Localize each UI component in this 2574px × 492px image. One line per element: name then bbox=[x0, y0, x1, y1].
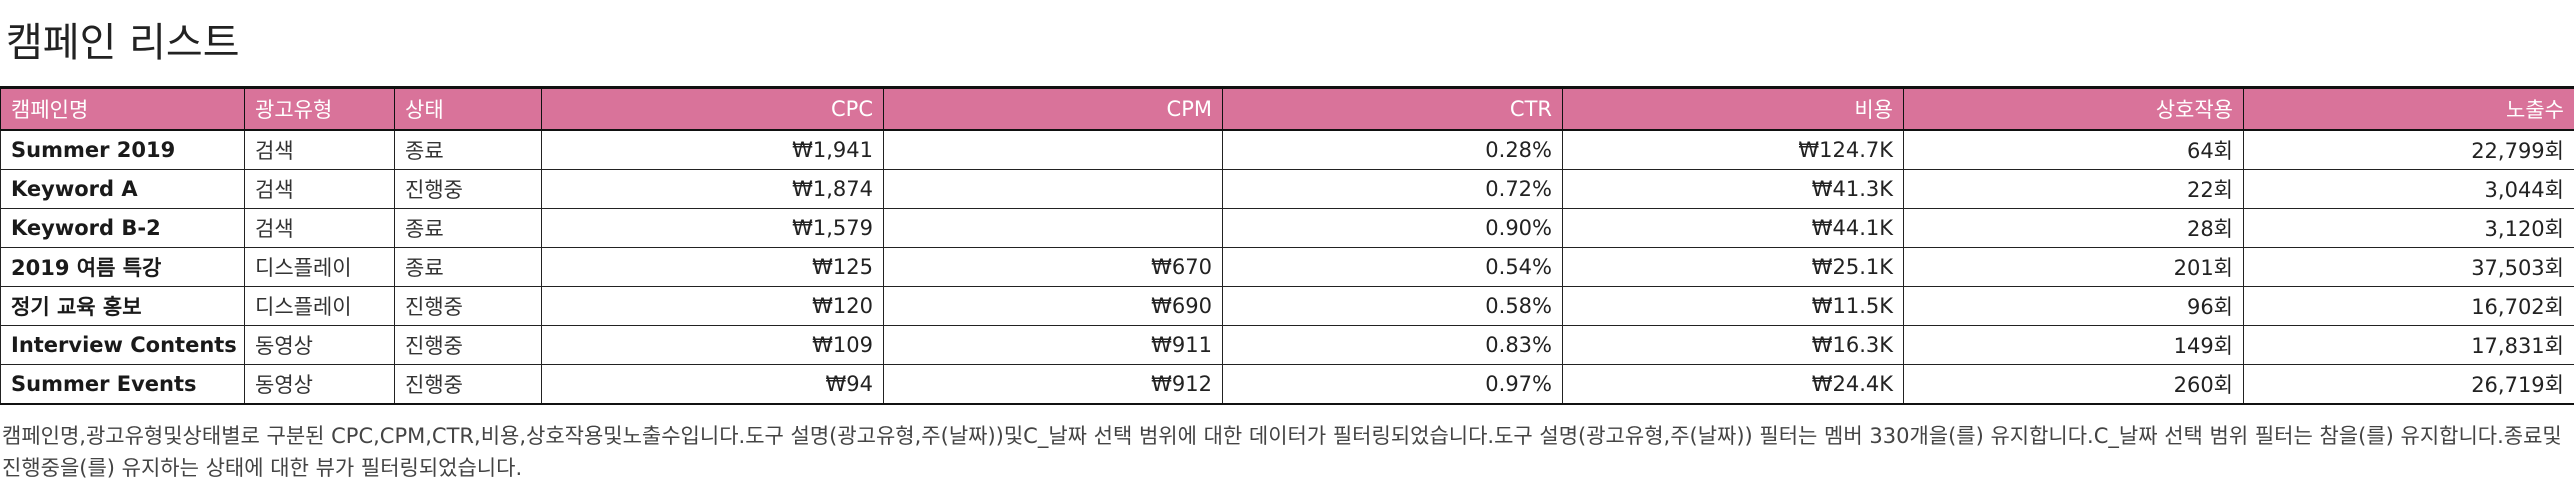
cell-ad-type: 동영상 bbox=[244, 325, 395, 365]
cell-cpm: ₩911 bbox=[883, 325, 1223, 365]
cell-campaign-name: 2019 여름 특강 bbox=[0, 247, 245, 287]
table-row[interactable]: 정기 교육 홍보 디스플레이 진행중 ₩120 ₩690 0.58% ₩11.5… bbox=[0, 286, 2574, 326]
campaign-table: 캠페인명 광고유형 상태 CPC CPM CTR 비용 상호작용 노출수 Sum… bbox=[0, 86, 2574, 405]
cell-status: 진행중 bbox=[394, 286, 542, 326]
cell-cost: ₩24.4K bbox=[1562, 364, 1904, 405]
col-header-cost[interactable]: 비용 bbox=[1562, 86, 1904, 131]
cell-cost: ₩44.1K bbox=[1562, 208, 1904, 248]
cell-ad-type: 디스플레이 bbox=[244, 247, 395, 287]
col-header-impressions[interactable]: 노출수 bbox=[2243, 86, 2574, 131]
table-header-row: 캠페인명 광고유형 상태 CPC CPM CTR 비용 상호작용 노출수 bbox=[0, 86, 2574, 131]
cell-interactions: 201회 bbox=[1903, 247, 2244, 287]
cell-status: 종료 bbox=[394, 208, 542, 248]
cell-ctr: 0.83% bbox=[1222, 325, 1563, 365]
cell-impressions: 37,503회 bbox=[2243, 247, 2574, 287]
table-row[interactable]: Keyword A 검색 진행중 ₩1,874 0.72% ₩41.3K 22회… bbox=[0, 169, 2574, 209]
cell-ctr: 0.58% bbox=[1222, 286, 1563, 326]
cell-campaign-name: Summer 2019 bbox=[0, 130, 245, 170]
cell-cost: ₩25.1K bbox=[1562, 247, 1904, 287]
cell-interactions: 149회 bbox=[1903, 325, 2244, 365]
table-caption: 캠페인명,광고유형및상태별로 구분된 CPC,CPM,CTR,비용,상호작용및노… bbox=[2, 424, 2562, 480]
cell-impressions: 3,044회 bbox=[2243, 169, 2574, 209]
cell-cpc: ₩1,874 bbox=[541, 169, 884, 209]
cell-cpm: ₩670 bbox=[883, 247, 1223, 287]
col-header-cpm[interactable]: CPM bbox=[883, 86, 1223, 131]
cell-cpm bbox=[883, 169, 1223, 209]
cell-impressions: 16,702회 bbox=[2243, 286, 2574, 326]
col-header-campaign-name[interactable]: 캠페인명 bbox=[0, 86, 245, 131]
cell-interactions: 28회 bbox=[1903, 208, 2244, 248]
cell-cost: ₩16.3K bbox=[1562, 325, 1904, 365]
cell-cpc: ₩125 bbox=[541, 247, 884, 287]
cell-cpc: ₩94 bbox=[541, 364, 884, 405]
cell-interactions: 22회 bbox=[1903, 169, 2244, 209]
cell-campaign-name: Interview Contents bbox=[0, 325, 245, 365]
cell-ad-type: 디스플레이 bbox=[244, 286, 395, 326]
col-header-ctr[interactable]: CTR bbox=[1222, 86, 1563, 131]
cell-ad-type: 검색 bbox=[244, 130, 395, 170]
cell-cpc: ₩1,579 bbox=[541, 208, 884, 248]
table-row[interactable]: 2019 여름 특강 디스플레이 종료 ₩125 ₩670 0.54% ₩25.… bbox=[0, 247, 2574, 287]
cell-ctr: 0.54% bbox=[1222, 247, 1563, 287]
table-row[interactable]: Summer 2019 검색 종료 ₩1,941 0.28% ₩124.7K 6… bbox=[0, 130, 2574, 170]
cell-cpc: ₩1,941 bbox=[541, 130, 884, 170]
col-header-status[interactable]: 상태 bbox=[394, 86, 542, 131]
cell-impressions: 22,799회 bbox=[2243, 130, 2574, 170]
cell-interactions: 96회 bbox=[1903, 286, 2244, 326]
cell-ad-type: 검색 bbox=[244, 169, 395, 209]
cell-cost: ₩11.5K bbox=[1562, 286, 1904, 326]
cell-ctr: 0.28% bbox=[1222, 130, 1563, 170]
col-header-ad-type[interactable]: 광고유형 bbox=[244, 86, 395, 131]
page-title: 캠페인 리스트 bbox=[6, 20, 240, 66]
cell-status: 진행중 bbox=[394, 325, 542, 365]
cell-cpm bbox=[883, 130, 1223, 170]
cell-ctr: 0.72% bbox=[1222, 169, 1563, 209]
cell-cpm: ₩912 bbox=[883, 364, 1223, 405]
table-row[interactable]: Keyword B-2 검색 종료 ₩1,579 0.90% ₩44.1K 28… bbox=[0, 208, 2574, 248]
table-row[interactable]: Summer Events 동영상 진행중 ₩94 ₩912 0.97% ₩24… bbox=[0, 364, 2574, 405]
cell-status: 진행중 bbox=[394, 169, 542, 209]
col-header-cpc[interactable]: CPC bbox=[541, 86, 884, 131]
cell-impressions: 17,831회 bbox=[2243, 325, 2574, 365]
cell-status: 종료 bbox=[394, 130, 542, 170]
cell-ctr: 0.90% bbox=[1222, 208, 1563, 248]
cell-cpc: ₩120 bbox=[541, 286, 884, 326]
cell-status: 진행중 bbox=[394, 364, 542, 405]
cell-cost: ₩124.7K bbox=[1562, 130, 1904, 170]
cell-interactions: 64회 bbox=[1903, 130, 2244, 170]
cell-ad-type: 동영상 bbox=[244, 364, 395, 405]
col-header-interactions[interactable]: 상호작용 bbox=[1903, 86, 2244, 131]
cell-interactions: 260회 bbox=[1903, 364, 2244, 405]
cell-impressions: 26,719회 bbox=[2243, 364, 2574, 405]
cell-campaign-name: Keyword B-2 bbox=[0, 208, 245, 248]
cell-impressions: 3,120회 bbox=[2243, 208, 2574, 248]
cell-cpc: ₩109 bbox=[541, 325, 884, 365]
cell-status: 종료 bbox=[394, 247, 542, 287]
cell-cpm bbox=[883, 208, 1223, 248]
cell-campaign-name: Summer Events bbox=[0, 364, 245, 405]
cell-ctr: 0.97% bbox=[1222, 364, 1563, 405]
cell-ad-type: 검색 bbox=[244, 208, 395, 248]
cell-cost: ₩41.3K bbox=[1562, 169, 1904, 209]
table-row[interactable]: Interview Contents 동영상 진행중 ₩109 ₩911 0.8… bbox=[0, 325, 2574, 365]
cell-cpm: ₩690 bbox=[883, 286, 1223, 326]
cell-campaign-name: Keyword A bbox=[0, 169, 245, 209]
cell-campaign-name: 정기 교육 홍보 bbox=[0, 286, 245, 326]
